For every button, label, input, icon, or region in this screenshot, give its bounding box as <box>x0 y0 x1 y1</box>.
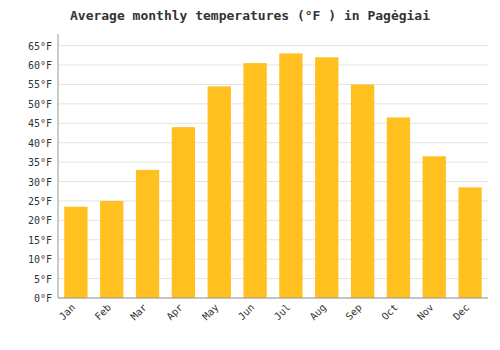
y-tick-label: 55°F <box>28 79 52 90</box>
x-tick-label: Apr <box>164 302 185 323</box>
y-tick-label: 10°F <box>28 254 52 265</box>
x-tick-label: Dec <box>451 302 472 323</box>
y-tick-label: 15°F <box>28 235 52 246</box>
bar: Jun: 60.5 <box>243 63 266 298</box>
bar: Jan: 23.5 <box>64 207 87 298</box>
y-tick-label: 45°F <box>28 118 52 129</box>
y-tick-label: 0°F <box>34 293 52 304</box>
bar: Oct: 46.5 <box>387 117 410 298</box>
grid-line <box>58 142 488 143</box>
y-tick-label: 65°F <box>28 41 52 52</box>
bar: Jul: 63 <box>279 53 302 298</box>
title: Average monthly temperatures (°F ) in Pa… <box>70 8 430 23</box>
y-axis: 0°F 5°F 10°F 15°F 20°F 25°F 30°F 35°F 40°F 45°F 50… <box>28 41 488 304</box>
x-axis-line <box>58 298 488 299</box>
grid-line <box>58 123 488 124</box>
bar: May: 54.5 <box>208 86 231 298</box>
y-tick-label: 20°F <box>28 215 52 226</box>
bar: Sep: 55 <box>351 84 374 298</box>
grid-line <box>58 45 488 46</box>
grid-line <box>58 84 488 85</box>
bar: Nov: 36.5 <box>423 156 446 298</box>
bar: Mar: 33 <box>136 170 159 298</box>
y-tick-label: 50°F <box>28 99 52 110</box>
grid-line <box>58 298 488 299</box>
x-tick-label: May <box>200 302 221 323</box>
y-tick-label: 5°F <box>34 274 52 285</box>
x-tick-label: Oct <box>379 302 400 323</box>
x-axis: Jan Feb Mar Apr May Jun Jul Aug Sep Oct Nov Dec <box>57 302 472 323</box>
bar: Dec: 28.5 <box>458 187 481 298</box>
x-tick-label: Jan <box>57 302 78 323</box>
x-tick-label: Mar <box>128 302 149 323</box>
y-tick-label: 30°F <box>28 177 52 188</box>
bar: Aug: 62 <box>315 57 338 298</box>
background <box>0 0 500 350</box>
y-tick-label: 60°F <box>28 60 52 71</box>
y-tick-label: 35°F <box>28 157 52 168</box>
bar: Apr: 44 <box>172 127 195 298</box>
y-axis-line <box>58 34 59 298</box>
x-tick-label: Jul <box>272 302 293 323</box>
x-tick-label: Aug <box>308 302 329 323</box>
x-tick-label: Feb <box>93 302 114 323</box>
bar: Feb: 25 <box>100 201 123 298</box>
y-tick-label: 25°F <box>28 196 52 207</box>
x-tick-label: Sep <box>343 302 364 323</box>
grid-line <box>58 65 488 66</box>
bars: Jan: 23.5 Feb: 25 Mar: 33 Apr: 44 May: 54.5 J… <box>64 53 481 298</box>
grid-line <box>58 103 488 104</box>
chart: Average monthly temperatures (°F ) in Pa… <box>0 0 500 350</box>
y-tick-label: 40°F <box>28 138 52 149</box>
x-tick-label: Jun <box>236 302 257 323</box>
x-tick-label: Nov <box>415 302 436 323</box>
